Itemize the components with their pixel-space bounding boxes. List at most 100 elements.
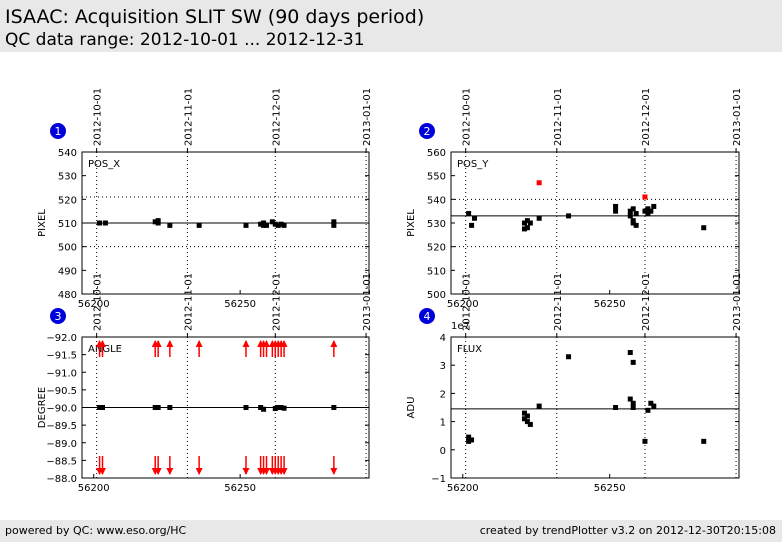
outlier-arrow-head bbox=[280, 468, 288, 475]
data-point bbox=[701, 225, 707, 231]
y-tick-label: 500 bbox=[427, 290, 446, 301]
data-point bbox=[521, 220, 527, 226]
page-title: ISAAC: Acquisition SLIT SW (90 days peri… bbox=[5, 6, 425, 28]
data-point bbox=[627, 208, 633, 214]
outlier-arrow-head bbox=[263, 468, 270, 475]
data-point bbox=[100, 405, 105, 410]
y-tick-label: 520 bbox=[58, 195, 77, 206]
outlier-arrow-head bbox=[166, 340, 174, 347]
plot-panel-1: 2012-10-01 2012-11-01 2012-12-01 2013-01-01… bbox=[37, 88, 373, 310]
date-tick-label: 2012-10-01 bbox=[462, 88, 473, 146]
outlier-arrow-head bbox=[330, 340, 338, 347]
date-tick-label: 2013-01-01 bbox=[732, 88, 743, 146]
report-header: ISAAC: Acquisition SLIT SW (90 days peri… bbox=[0, 0, 782, 52]
data-point bbox=[651, 203, 657, 209]
data-point bbox=[645, 206, 651, 212]
data-point bbox=[196, 222, 202, 228]
outlier-arrow-head bbox=[242, 468, 250, 475]
y-tick-label: 1 bbox=[440, 418, 446, 429]
data-point bbox=[243, 405, 249, 410]
outlier-arrow-head bbox=[195, 340, 203, 347]
data-point bbox=[281, 222, 287, 228]
y-tick-label: 510 bbox=[58, 219, 77, 230]
y-axis-label: PIXEL bbox=[406, 209, 417, 237]
data-point bbox=[648, 208, 654, 214]
y-tick-label: −88.0 bbox=[46, 474, 77, 485]
y-multiplier-label: 1e7 bbox=[451, 321, 470, 332]
data-point bbox=[152, 219, 158, 225]
outlier-arrow-head bbox=[330, 468, 338, 475]
data-point bbox=[630, 206, 636, 212]
data-point bbox=[613, 203, 619, 209]
panel-number-badge bbox=[50, 123, 66, 139]
data-point bbox=[630, 220, 636, 226]
footer-created-by: created by trendPlotter v3.2 on 2012-12-… bbox=[479, 524, 776, 537]
data-point bbox=[630, 405, 636, 410]
data-point bbox=[275, 405, 281, 410]
date-tick-label: 2012-11-01 bbox=[183, 88, 194, 146]
data-point bbox=[331, 405, 337, 410]
y-tick-label: −91.5 bbox=[46, 351, 77, 362]
panel-number: 4 bbox=[424, 310, 431, 323]
date-tick-label: 2012-11-01 bbox=[553, 273, 564, 331]
data-point bbox=[155, 220, 161, 226]
panel-number: 2 bbox=[424, 125, 431, 138]
data-point bbox=[651, 403, 657, 409]
outlier-arrow-head bbox=[154, 468, 162, 475]
data-point bbox=[524, 413, 530, 419]
x-tick-label: 56250 bbox=[594, 483, 626, 494]
date-tick-label: 2012-12-01 bbox=[641, 88, 652, 146]
data-point bbox=[272, 406, 278, 412]
data-point bbox=[269, 219, 275, 225]
data-point bbox=[258, 221, 264, 227]
data-point bbox=[630, 359, 636, 365]
data-point bbox=[648, 400, 654, 406]
parameter-label: POS_Y bbox=[457, 159, 489, 170]
parameter-label: ANGLE bbox=[88, 344, 122, 355]
data-point bbox=[331, 219, 337, 225]
data-point bbox=[466, 211, 472, 217]
data-point bbox=[642, 208, 648, 214]
data-point bbox=[633, 222, 639, 228]
date-tick-label: 2012-11-01 bbox=[183, 273, 194, 331]
data-point bbox=[627, 396, 633, 402]
y-tick-label: −90.5 bbox=[46, 386, 77, 397]
outlier-arrow-head bbox=[166, 468, 174, 475]
y-tick-label: 490 bbox=[58, 266, 77, 277]
y-axis-label: ADU bbox=[406, 397, 417, 419]
x-tick-label: 56250 bbox=[224, 483, 256, 494]
data-point bbox=[613, 405, 619, 410]
y-axis-label: DEGREE bbox=[37, 387, 48, 428]
data-point bbox=[566, 213, 572, 219]
data-point bbox=[264, 222, 269, 228]
y-tick-label: 530 bbox=[427, 219, 446, 230]
y-tick-label: 520 bbox=[427, 243, 446, 254]
page-subtitle: QC data range: 2012-10-01 ... 2012-12-31 bbox=[5, 30, 365, 50]
page-footer: powered by QC: www.eso.org/HC created by… bbox=[0, 520, 782, 542]
outlier-point bbox=[642, 194, 648, 200]
panel-number-badge bbox=[419, 123, 435, 139]
data-point bbox=[524, 419, 530, 425]
data-point bbox=[469, 222, 475, 228]
data-point bbox=[275, 222, 281, 228]
data-point bbox=[521, 410, 527, 416]
data-point bbox=[633, 211, 639, 217]
plot-panel-3: 2012-10-01 2012-11-01 2012-12-01 2013-01-01… bbox=[37, 273, 373, 494]
outlier-arrow-head bbox=[263, 340, 270, 347]
y-tick-label: 530 bbox=[58, 172, 77, 183]
y-tick-label: −1 bbox=[431, 474, 446, 485]
y-tick-label: 0 bbox=[440, 446, 446, 457]
x-tick-label: 56200 bbox=[447, 299, 479, 310]
data-point bbox=[281, 405, 287, 411]
data-point bbox=[261, 406, 267, 412]
plot-frame bbox=[450, 151, 740, 295]
y-tick-label: −92.0 bbox=[46, 333, 77, 344]
outlier-point bbox=[536, 180, 542, 186]
data-point bbox=[627, 350, 633, 356]
y-tick-label: −90.0 bbox=[46, 404, 77, 415]
data-point bbox=[278, 221, 284, 227]
panel-number: 1 bbox=[55, 125, 62, 138]
y-tick-label: 550 bbox=[427, 172, 446, 183]
y-tick-label: 2 bbox=[440, 389, 446, 400]
data-point bbox=[524, 218, 530, 224]
